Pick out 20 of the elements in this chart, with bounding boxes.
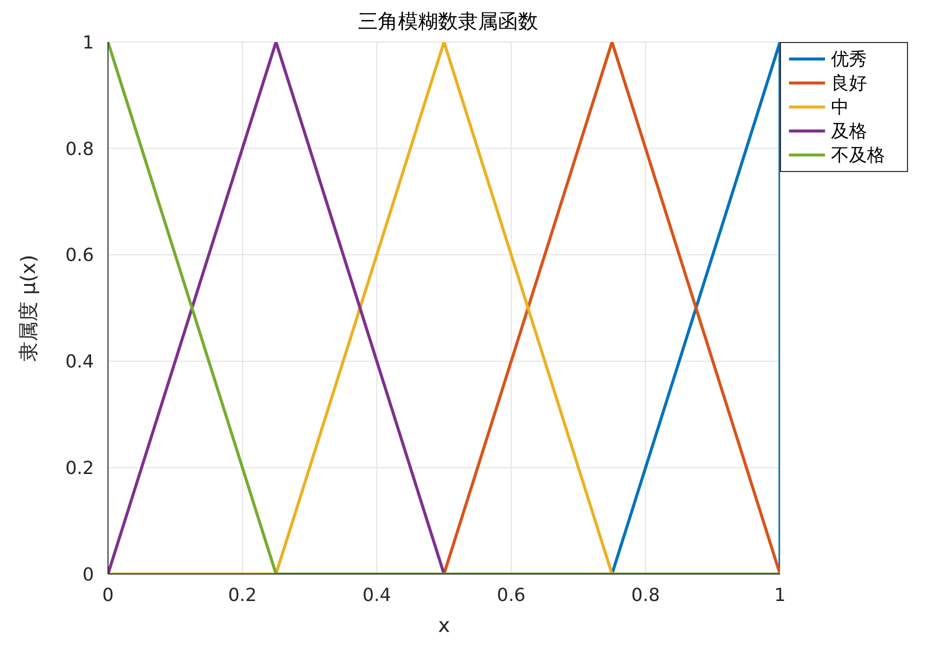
legend-label: 良好 (831, 72, 867, 95)
x-axis-title: x (438, 613, 450, 637)
y-tick-label: 1 (82, 32, 94, 54)
y-tick-label: 0 (82, 564, 94, 586)
x-tick-label: 1 (774, 584, 786, 606)
x-tick-label: 0 (102, 584, 114, 606)
x-tick-label: 0.6 (496, 584, 526, 606)
legend-label: 优秀 (831, 48, 867, 71)
chart-title: 三角模糊数隶属函数 (357, 8, 539, 34)
legend-label: 及格 (831, 120, 867, 143)
y-tick-label: 0.8 (65, 138, 94, 160)
y-tick-label: 0.4 (65, 352, 94, 373)
x-tick-label: 0.4 (362, 584, 392, 606)
x-tick-label: 0.8 (631, 584, 660, 606)
y-axis-title: 隶属度 μ(x) (16, 254, 40, 362)
x-tick-label: 0.2 (228, 584, 257, 606)
legend-label: 中 (831, 96, 849, 119)
y-tick-label: 0.6 (65, 245, 94, 266)
y-tick-label: 0.2 (65, 458, 94, 479)
legend-label: 不及格 (831, 144, 885, 167)
